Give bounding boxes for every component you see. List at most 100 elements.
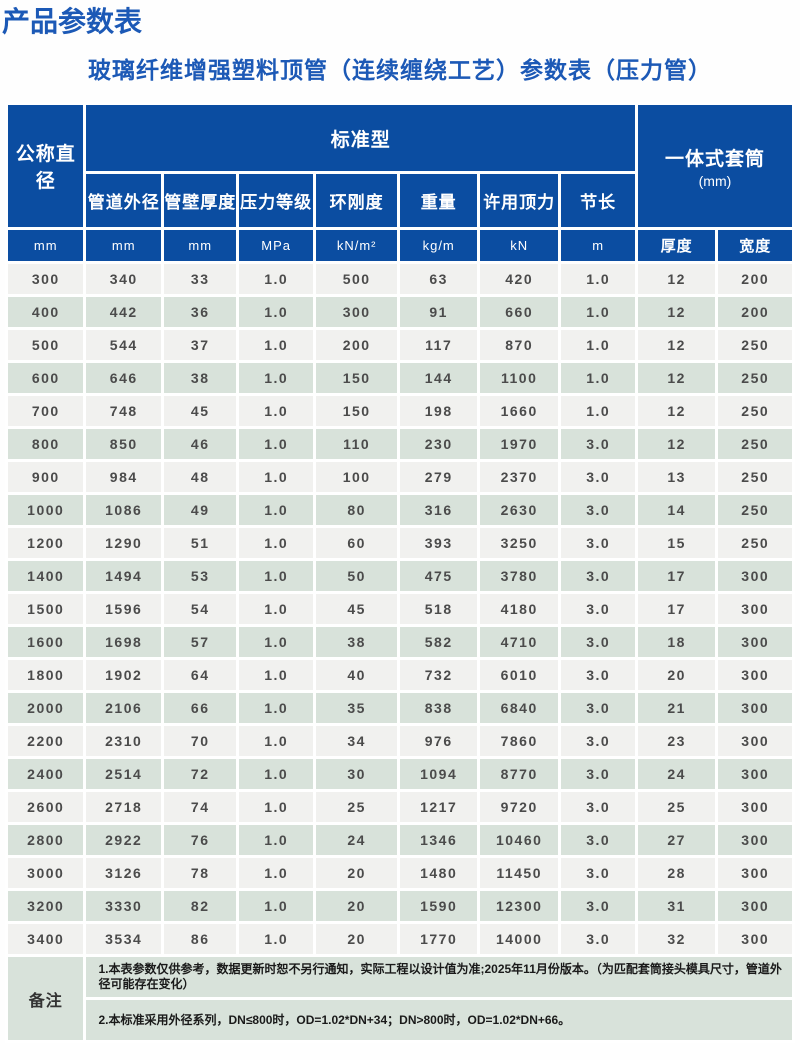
table-cell: 100 xyxy=(315,462,398,492)
table-cell: 1.0 xyxy=(239,330,313,360)
table-row: 2800 2922 76 1.0 24 1346 10460 3.0 27 300 xyxy=(8,825,792,855)
table-cell: 86 xyxy=(163,924,237,954)
table-cell: 2200 xyxy=(8,726,84,756)
table-cell: 150 xyxy=(315,396,398,426)
table-cell: 8770 xyxy=(479,759,559,789)
table-cell: 3.0 xyxy=(561,858,635,888)
unit-m: m xyxy=(561,230,635,261)
table-cell: 1.0 xyxy=(561,330,635,360)
table-cell: 3.0 xyxy=(561,660,635,690)
table-cell: 1600 xyxy=(8,627,84,657)
table-cell: 31 xyxy=(637,891,716,921)
table-cell: 250 xyxy=(718,528,792,558)
table-cell: 1.0 xyxy=(239,759,313,789)
header-weight: 重量 xyxy=(400,174,477,227)
table-cell: 1.0 xyxy=(239,660,313,690)
table-cell: 91 xyxy=(400,297,477,327)
table-cell: 20 xyxy=(315,858,398,888)
table-cell: 3330 xyxy=(86,891,161,921)
table-cell: 38 xyxy=(163,363,237,393)
table-row: 3200 3330 82 1.0 20 1590 12300 3.0 31 300 xyxy=(8,891,792,921)
header-pipe-outer-diameter: 管道外径 xyxy=(86,174,161,227)
table-cell: 1500 xyxy=(8,594,84,624)
unit-mm-3: mm xyxy=(163,230,237,261)
table-cell: 1.0 xyxy=(561,297,635,327)
page-title: 产品参数表 xyxy=(2,6,143,37)
table-cell: 1.0 xyxy=(561,363,635,393)
table-cell: 24 xyxy=(637,759,716,789)
table-cell: 300 xyxy=(315,297,398,327)
table-cell: 3.0 xyxy=(561,759,635,789)
table-cell: 250 xyxy=(718,396,792,426)
table-cell: 3.0 xyxy=(561,627,635,657)
table-cell: 3200 xyxy=(8,891,84,921)
unit-mpa: MPa xyxy=(239,230,313,261)
table-cell: 12 xyxy=(637,429,716,459)
table-cell: 12 xyxy=(637,297,716,327)
header-integrated-sleeve-label: 一体式套筒 xyxy=(664,148,765,170)
table-cell: 1902 xyxy=(86,660,161,690)
table-cell: 870 xyxy=(479,330,559,360)
table-cell: 34 xyxy=(315,726,398,756)
table-cell: 1.0 xyxy=(239,726,313,756)
table-cell: 37 xyxy=(163,330,237,360)
table-cell: 25 xyxy=(637,792,716,822)
table-cell: 76 xyxy=(163,825,237,855)
table-cell: 732 xyxy=(400,660,477,690)
table-cell: 748 xyxy=(86,396,161,426)
table-row: 1400 1494 53 1.0 50 475 3780 3.0 17 300 xyxy=(8,561,792,591)
table-cell: 1.0 xyxy=(239,627,313,657)
table-cell: 660 xyxy=(479,297,559,327)
table-cell: 12 xyxy=(637,330,716,360)
table-cell: 2600 xyxy=(8,792,84,822)
table-cell: 500 xyxy=(315,264,398,294)
table-cell: 80 xyxy=(315,495,398,525)
table-cell: 1.0 xyxy=(239,396,313,426)
header-section-length: 节长 xyxy=(561,174,635,227)
table-cell: 3.0 xyxy=(561,825,635,855)
table-cell: 1970 xyxy=(479,429,559,459)
header-wall-thickness: 管壁厚度 xyxy=(163,174,237,227)
table-cell: 340 xyxy=(86,264,161,294)
table-cell: 250 xyxy=(718,429,792,459)
unit-kg-m: kg/m xyxy=(400,230,477,261)
table-cell: 1.0 xyxy=(239,594,313,624)
table-row: 400 442 36 1.0 300 91 660 1.0 12 200 xyxy=(8,297,792,327)
table-cell: 3.0 xyxy=(561,462,635,492)
table-cell: 46 xyxy=(163,429,237,459)
table-cell: 300 xyxy=(718,726,792,756)
table-cell: 3.0 xyxy=(561,495,635,525)
table-cell: 1094 xyxy=(400,759,477,789)
table-row: 500 544 37 1.0 200 117 870 1.0 12 250 xyxy=(8,330,792,360)
table-cell: 28 xyxy=(637,858,716,888)
table-cell: 78 xyxy=(163,858,237,888)
table-cell: 110 xyxy=(315,429,398,459)
table-row: 3000 3126 78 1.0 20 1480 11450 3.0 28 300 xyxy=(8,858,792,888)
table-cell: 3780 xyxy=(479,561,559,591)
table-cell: 3.0 xyxy=(561,693,635,723)
header-pressure-class: 压力等级 xyxy=(239,174,313,227)
table-cell: 1.0 xyxy=(239,528,313,558)
table-cell: 850 xyxy=(86,429,161,459)
table-cell: 74 xyxy=(163,792,237,822)
table-cell: 1290 xyxy=(86,528,161,558)
header-nominal-diameter: 公称直径 xyxy=(8,105,84,227)
table-row: 1500 1596 54 1.0 45 518 4180 3.0 17 300 xyxy=(8,594,792,624)
table-cell: 646 xyxy=(86,363,161,393)
table-cell: 1.0 xyxy=(239,858,313,888)
table-cell: 300 xyxy=(718,891,792,921)
table-cell: 23 xyxy=(637,726,716,756)
header-allowable-jacking-force: 许用顶力 xyxy=(479,174,559,227)
table-row: 2400 2514 72 1.0 30 1094 8770 3.0 24 300 xyxy=(8,759,792,789)
table-cell: 53 xyxy=(163,561,237,591)
table-cell: 12 xyxy=(637,264,716,294)
table-cell: 475 xyxy=(400,561,477,591)
table-cell: 1.0 xyxy=(239,462,313,492)
table-cell: 3126 xyxy=(86,858,161,888)
table-cell: 27 xyxy=(637,825,716,855)
table-cell: 25 xyxy=(315,792,398,822)
header-ring-stiffness: 环刚度 xyxy=(315,174,398,227)
table-cell: 2630 xyxy=(479,495,559,525)
table-cell: 300 xyxy=(8,264,84,294)
